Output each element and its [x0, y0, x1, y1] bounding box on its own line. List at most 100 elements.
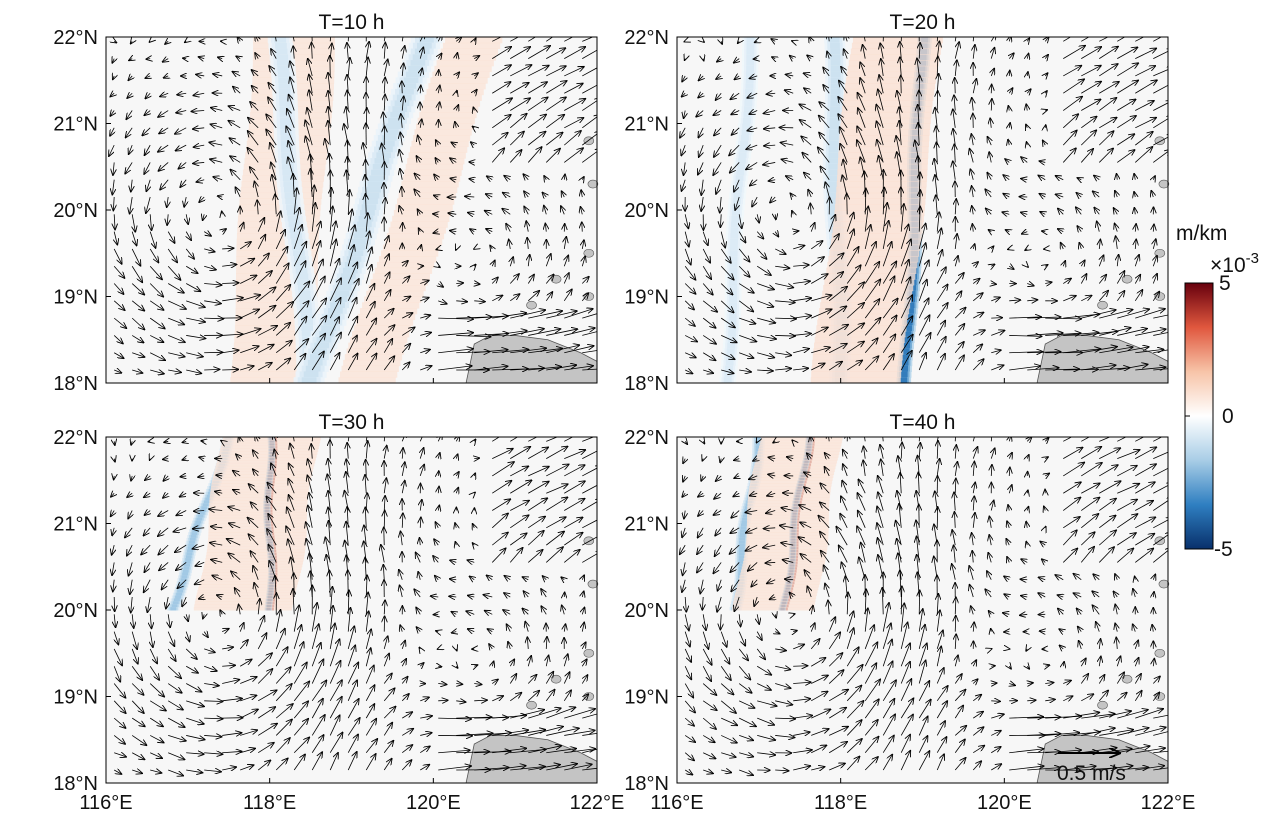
- velocity-arrow: [811, 347, 830, 354]
- anomaly-strip: [743, 558, 826, 562]
- velocity-arrow: [248, 131, 259, 146]
- velocity-arrow: [258, 345, 273, 354]
- velocity-arrow: [582, 177, 584, 180]
- velocity-arrow: [528, 37, 537, 42]
- velocity-arrow: [114, 370, 121, 373]
- velocity-arrow: [474, 284, 479, 285]
- velocity-arrow: [524, 207, 528, 215]
- velocity-arrow: [510, 368, 544, 370]
- velocity-arrow: [210, 159, 223, 162]
- velocity-arrow: [438, 86, 440, 94]
- velocity-arrow: [218, 57, 222, 58]
- anomaly-strip: [810, 377, 901, 383]
- anomaly-strip: [834, 204, 925, 211]
- velocity-arrow: [546, 48, 565, 59]
- anomaly-strip: [833, 221, 924, 228]
- velocity-arrow: [757, 352, 774, 358]
- ytick-label: 20°N: [624, 600, 669, 622]
- velocity-vectors: [680, 37, 1168, 373]
- velocity-arrow: [293, 242, 306, 267]
- anomaly-strip: [830, 106, 840, 113]
- anomaly-strip: [744, 552, 827, 556]
- anomaly-strip: [216, 462, 315, 467]
- velocity-arrow: [228, 121, 241, 129]
- anomaly-strip: [327, 308, 343, 315]
- anomaly-strip: [750, 480, 833, 484]
- velocity-arrow: [150, 335, 163, 342]
- velocity-arrow: [289, 95, 295, 111]
- velocity-arrow: [846, 361, 862, 371]
- anomaly-strip: [730, 221, 739, 228]
- velocity-arrow: [186, 352, 203, 357]
- anomaly-strip: [290, 233, 303, 240]
- velocity-arrow: [1009, 352, 1042, 353]
- anomaly-strip: [829, 117, 840, 124]
- velocity-arrow: [546, 97, 566, 111]
- velocity-arrow: [564, 328, 594, 336]
- anomaly-strip: [395, 204, 453, 211]
- velocity-arrow: [546, 66, 565, 77]
- velocity-arrow: [240, 309, 259, 319]
- velocity-arrow: [564, 67, 583, 77]
- anomaly-strip: [203, 500, 210, 504]
- velocity-arrow: [582, 98, 597, 111]
- anomaly-strip: [851, 42, 942, 50]
- velocity-arrow: [255, 53, 258, 59]
- anomaly-strip: [725, 365, 733, 372]
- anomaly-strip: [213, 471, 313, 475]
- velocity-arrow: [955, 616, 956, 632]
- anomaly-strip: [177, 589, 184, 594]
- velocity-arrow: [474, 265, 475, 267]
- velocity-arrow: [564, 366, 593, 371]
- velocity-arrow: [310, 169, 312, 198]
- anomaly-strip: [823, 284, 914, 292]
- anomaly-strip: [830, 48, 841, 55]
- velocity-arrow: [293, 208, 299, 232]
- velocity-arrow: [438, 284, 443, 287]
- velocity-arrow: [293, 46, 294, 59]
- velocity-arrow: [114, 476, 115, 480]
- ytick-label: 21°N: [624, 514, 669, 536]
- anomaly-strip: [746, 48, 755, 55]
- anomaly-strip: [838, 140, 929, 148]
- anomaly-strip: [233, 348, 316, 355]
- velocity-vectors: [109, 37, 597, 374]
- velocity-arrow: [328, 121, 330, 146]
- velocity-arrow: [204, 301, 221, 304]
- velocity-arrow: [509, 114, 526, 129]
- anomaly-strip: [372, 273, 430, 280]
- velocity-arrow: [1027, 368, 1058, 370]
- anomaly-strip: [201, 506, 208, 510]
- velocity-arrow: [149, 248, 158, 262]
- velocity-arrow: [365, 247, 372, 267]
- anomaly-strip: [181, 575, 188, 579]
- anomaly-strip: [828, 169, 839, 176]
- velocity-arrow: [492, 313, 526, 319]
- velocity-arrow: [131, 300, 144, 311]
- anomaly-strip: [325, 313, 341, 321]
- anomaly-strip: [285, 198, 298, 205]
- anomaly-strip: [197, 589, 296, 594]
- velocity-arrow: [900, 335, 913, 353]
- anomaly-strip: [830, 54, 841, 61]
- land-island: [583, 136, 595, 146]
- velocity-arrow: [739, 352, 753, 358]
- colorbar-tick-label-zero: 0: [1222, 405, 1234, 428]
- velocity-arrow: [564, 148, 583, 163]
- anomaly-strip: [367, 181, 383, 188]
- anomaly-strip: [400, 186, 458, 194]
- velocity-arrow: [150, 370, 164, 374]
- anomaly-strip: [280, 146, 293, 153]
- velocity-arrow: [186, 214, 188, 224]
- velocity-arrow: [222, 264, 236, 266]
- velocity-arrow: [163, 59, 168, 62]
- velocity-arrow: [211, 124, 223, 128]
- ytick-label: 18°N: [624, 373, 669, 395]
- anomaly-strip: [729, 244, 738, 251]
- velocity-arrow: [402, 296, 410, 300]
- velocity-arrow: [204, 284, 221, 285]
- velocity-arrow: [438, 54, 441, 59]
- anomaly-strip: [740, 140, 749, 148]
- velocity-arrow: [167, 231, 174, 243]
